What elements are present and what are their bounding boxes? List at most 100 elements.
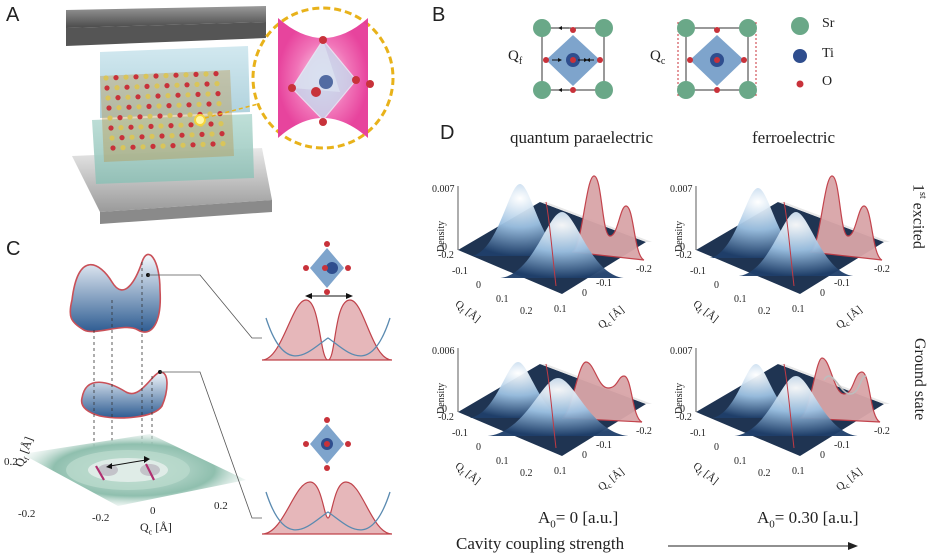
panel-c-illustration [22, 241, 393, 535]
qc-tick-zero-bl: 0 [582, 450, 587, 461]
lattice-atom [140, 144, 146, 150]
qc-tick-zero-br: 0 [820, 450, 825, 461]
lattice-atom [125, 94, 131, 100]
qf-tick-zero-br: 0 [714, 442, 719, 453]
lattice-atom [209, 131, 215, 137]
plot-projection-alt-br [823, 375, 867, 395]
lattice-atom [143, 73, 149, 79]
lattice-atom [106, 105, 112, 111]
lattice-atom [153, 73, 159, 79]
lattice-atom [180, 142, 186, 148]
zoom-inset [251, 6, 395, 150]
plot-cut-line-tl [545, 201, 557, 287]
lattice-atom [136, 104, 142, 110]
excited-state-surface [69, 253, 162, 333]
lattice-atom [109, 135, 115, 141]
lattice-atom [163, 73, 169, 79]
lattice-atom [150, 143, 156, 149]
lattice-atom [220, 141, 226, 147]
lattice-atom [195, 91, 201, 97]
qf-tick-m01-tl: -0.1 [452, 266, 468, 277]
lattice-atom [160, 143, 166, 149]
qc-tick-m02-bl: -0.2 [636, 426, 652, 437]
lattice-atom [114, 85, 120, 91]
lattice-atom [149, 133, 155, 139]
plot-peak-bl-1 [487, 378, 629, 436]
lattice-atom [205, 91, 211, 97]
lattice-atom [146, 103, 152, 109]
qc-tick-m02-tr: -0.2 [874, 264, 890, 275]
qf-tick-p01-tr: 0.1 [734, 294, 747, 305]
lattice-atom [133, 74, 139, 80]
lattice-atom [147, 113, 153, 119]
plot-peak-tr-1 [738, 212, 854, 276]
c-qc-axis-label: Qc [Å] [140, 520, 172, 537]
plot-peak-br-1 [734, 376, 858, 436]
lattice-atom [187, 112, 193, 118]
lattice-atom [137, 114, 143, 120]
cavity-coupling-label: Cavity coupling strength [456, 534, 625, 553]
lattice-atom [166, 103, 172, 109]
lattice-atom [116, 105, 122, 111]
qf-tick-p02-br: 0.2 [758, 468, 771, 479]
panel-b-cell-qc [677, 19, 757, 99]
lattice-atom [123, 74, 129, 80]
lattice-atom [119, 135, 125, 141]
qc-tick-p01-bl: 0.1 [554, 466, 567, 477]
legend-o-swatch [796, 80, 804, 88]
plot-cut-line-tr [783, 201, 795, 287]
qc-tick-p01-tl: 0.1 [554, 304, 567, 315]
lattice-atom [189, 132, 195, 138]
double-well-excited [261, 293, 393, 361]
qf-tick-p02-tr: 0.2 [758, 306, 771, 317]
qf-tick-p01-br: 0.1 [734, 456, 747, 467]
panel-label-c: C [6, 238, 21, 260]
highlighted-site [194, 114, 206, 126]
lattice-atom [183, 72, 189, 78]
lattice-atom [129, 134, 135, 140]
lattice-atom [176, 102, 182, 108]
qf-tick-m01-br: -0.1 [690, 428, 706, 439]
lattice-atom [165, 93, 171, 99]
lattice-atom [193, 71, 199, 77]
lattice-atom [115, 95, 121, 101]
lattice-atom [200, 141, 206, 147]
legend-ti-swatch [793, 49, 807, 63]
lattice-atom [179, 132, 185, 138]
lattice-atom [206, 101, 212, 107]
qf-tick-m02-tl: -0.2 [438, 250, 454, 261]
lattice-atom [207, 111, 213, 117]
qc-tick-p01-br: 0.1 [792, 466, 805, 477]
density-max-tr: 0.007 [670, 184, 693, 195]
lattice-atom [159, 133, 165, 139]
lattice-atom [196, 101, 202, 107]
lattice-atom [154, 83, 160, 89]
lattice-atom [178, 122, 184, 128]
lattice-atom [104, 85, 110, 91]
cavity-device [66, 6, 272, 224]
lattice-atom [105, 95, 111, 101]
lattice-atom [156, 103, 162, 109]
lattice-atom [127, 114, 133, 120]
qc-tick-zero-tr: 0 [820, 288, 825, 299]
lattice-atom [167, 113, 173, 119]
lattice-atom [213, 71, 219, 77]
plot-projection-tl [571, 175, 645, 261]
lattice-atom [130, 144, 136, 150]
qc-tick-zero-tl: 0 [582, 288, 587, 299]
lattice-atom [144, 83, 150, 89]
lattice-atom [118, 125, 124, 131]
lattice-atom [210, 141, 216, 147]
lattice-atom [214, 81, 220, 87]
qf-tick-zero-tl: 0 [476, 280, 481, 291]
lattice-atom [145, 93, 151, 99]
qf-tick-p02-tl: 0.2 [520, 306, 533, 317]
panel-label-a: A [6, 4, 20, 26]
column-title-left: quantum paraelectric [510, 128, 654, 147]
octahedron-centered [303, 417, 351, 471]
lattice-atom [126, 104, 132, 110]
lattice-atom [208, 121, 214, 127]
density-zero-br: 0 [680, 404, 685, 415]
